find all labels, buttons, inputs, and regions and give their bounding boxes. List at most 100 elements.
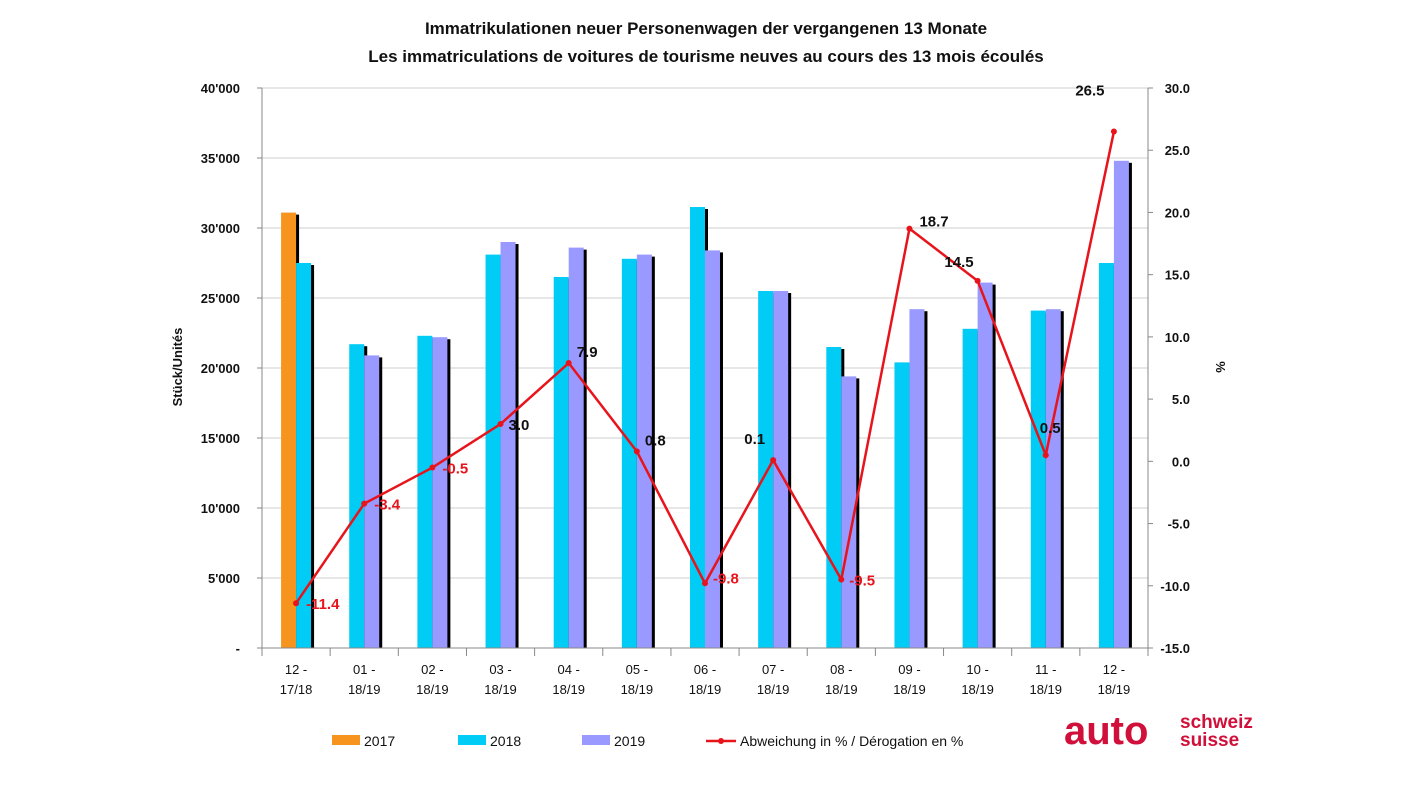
x-tick-label: 18/19 (1029, 682, 1062, 697)
data-label: -11.4 (306, 596, 340, 613)
y-tick-label: 40'000 (201, 81, 240, 96)
x-tick-label: 10 - (966, 662, 988, 677)
deviation-point (838, 576, 845, 583)
data-label: -0.5 (442, 461, 468, 478)
x-tick-label: 01 - (353, 662, 375, 677)
x-tick-label: 12 - (285, 662, 307, 677)
x-tick-label: 07 - (762, 662, 784, 677)
bar-2018 (485, 254, 501, 648)
y2-tick-label: 25.0 (1165, 143, 1190, 158)
deviation-point (565, 360, 572, 367)
x-tick-label: 18/19 (484, 682, 517, 697)
bar-2019 (500, 242, 516, 648)
x-tick-label: 18/19 (757, 682, 790, 697)
data-label: -9.8 (713, 570, 739, 587)
y2-tick-label: -10.0 (1160, 579, 1190, 594)
deviation-line (293, 128, 1117, 607)
legend-label: 2017 (364, 733, 395, 749)
bar-2018 (1098, 263, 1114, 648)
legend-swatch-marker (718, 738, 724, 744)
logo-line1: schweiz (1180, 712, 1253, 733)
x-tick-label: 17/18 (280, 682, 313, 697)
y2-axis-label: % (1213, 361, 1228, 373)
y2-tick-label: 5.0 (1172, 392, 1190, 407)
bar-2019 (568, 247, 584, 648)
y-tick-label: 35'000 (201, 151, 240, 166)
x-tick-label: 02 - (421, 662, 443, 677)
legend-label: Abweichung in % / Dérogation en % (740, 733, 963, 749)
bar-2018 (553, 277, 569, 648)
logo-main: auto (1064, 709, 1148, 753)
x-tick-label: 09 - (898, 662, 920, 677)
legend-label: 2019 (614, 733, 645, 749)
bar-2018 (962, 328, 978, 648)
deviation-point (1110, 128, 1117, 135)
y-tick-label: 25'000 (201, 291, 240, 306)
legend-swatch-2017 (332, 735, 360, 745)
deviation-point (906, 225, 913, 232)
legend-label: 2018 (490, 733, 521, 749)
data-label: 7.9 (577, 344, 598, 361)
bar-2019 (1113, 160, 1129, 649)
data-labels: -11.4 -3.4 -0.5 3.0 7.9 0.8 -9.8 0.1 -9.5 18.7 14.… (306, 83, 1104, 614)
y2-tick-label: 15.0 (1165, 268, 1190, 283)
tick-labels: - 5'000 10'000 15'000 20'000 25'000 30'000 35'0… (201, 81, 1190, 697)
y-tick-label: 20'000 (201, 361, 240, 376)
y-tick-label: 30'000 (201, 221, 240, 236)
deviation-point (429, 464, 436, 471)
y2-tick-label: 10.0 (1165, 330, 1190, 345)
deviation-point (974, 277, 981, 284)
logo-line2: suisse (1180, 730, 1239, 751)
x-tick-label: 18/19 (961, 682, 994, 697)
legend: 2017 2018 2019 Abweichung in % / Dérogation… (332, 733, 963, 749)
y2-tick-label: 30.0 (1165, 81, 1190, 96)
x-tick-label: 04 - (557, 662, 579, 677)
data-label: -9.5 (849, 573, 875, 590)
x-tick-label: 18/19 (552, 682, 585, 697)
auto-schweiz-logo: auto schweiz suisse (1064, 709, 1253, 753)
x-tick-label: 18/19 (689, 682, 722, 697)
x-tick-label: 18/19 (621, 682, 654, 697)
y2-tick-label: 20.0 (1165, 205, 1190, 220)
legend-swatch-2019 (582, 735, 610, 745)
deviation-point (770, 457, 777, 464)
data-label: -3.4 (374, 497, 401, 514)
bar-2019 (773, 291, 789, 648)
x-tick-label: 11 - (1035, 662, 1056, 677)
chart-subtitle: Les immatriculations de voitures de tour… (368, 47, 1044, 66)
x-tick-label: 18/19 (825, 682, 858, 697)
x-tick-label: 03 - (489, 662, 511, 677)
chart-title: Immatrikulationen neuer Personenwagen de… (425, 19, 987, 38)
bar-2019 (977, 282, 993, 648)
deviation-point (361, 500, 368, 507)
bar-2019 (909, 309, 925, 648)
y-tick-label: 15'000 (201, 431, 240, 446)
deviation-point (497, 421, 504, 427)
bar-2019 (1045, 309, 1061, 648)
bar-2018 (758, 291, 774, 648)
y-tick-label: - (236, 641, 240, 656)
bar-2019 (364, 355, 380, 648)
bar-2019 (705, 250, 720, 648)
bar-2018 (417, 335, 433, 648)
bar-2018 (296, 263, 312, 648)
y2-tick-label: 0.0 (1172, 454, 1190, 469)
bar-2018 (621, 258, 637, 648)
x-tick-label: 18/19 (1098, 682, 1131, 697)
bars (281, 160, 1132, 649)
y-axis-label: Stück/Unités (170, 328, 185, 407)
data-label: 0.8 (645, 432, 666, 449)
y2-tick-label: -15.0 (1160, 641, 1190, 656)
y-tick-label: 5'000 (208, 571, 240, 586)
deviation-point (293, 600, 300, 607)
data-label: 18.7 (919, 214, 948, 231)
data-label: 0.5 (1040, 420, 1061, 437)
deviation-point (1042, 452, 1049, 459)
x-tick-label: 18/19 (348, 682, 381, 697)
bar-2019 (841, 376, 857, 648)
data-label: 0.1 (744, 431, 765, 448)
bar-2018 (349, 344, 365, 648)
axes (257, 87, 1153, 656)
deviation-point (702, 580, 708, 587)
